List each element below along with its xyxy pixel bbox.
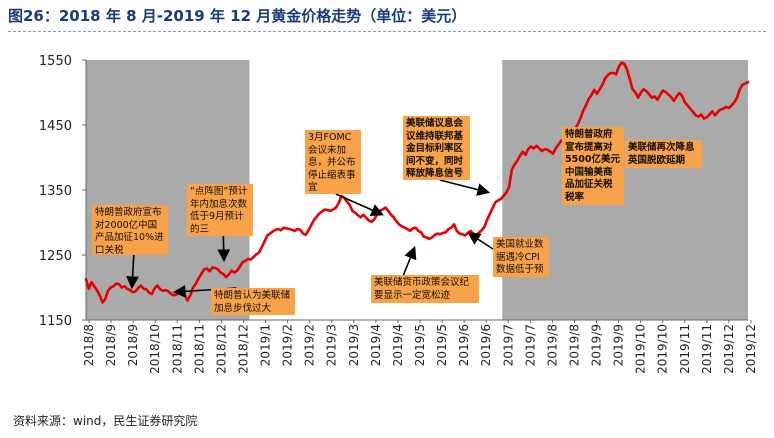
x-tick-label-14: 2019/4 — [391, 324, 405, 366]
x-tick-label-7: 2018/12 — [236, 324, 250, 374]
annotation-arrow-6 — [439, 179, 491, 196]
x-tick-label-13: 2019/4 — [369, 324, 383, 366]
annotation-fomc-minutes: 美联储货币政策会议纪要显示一定宽松迹 — [371, 275, 479, 303]
y-tick-label-1150: 1150 — [39, 314, 72, 329]
chart-title: 图26：2018 年 8 月-2019 年 12 月黄金价格走势（单位：美元） — [8, 7, 467, 25]
title-divider — [8, 31, 766, 32]
annotation-trump-fed: 特朗普认为美联储加息步伐过大 — [211, 288, 295, 315]
x-tick-label-17: 2019/6 — [457, 324, 471, 366]
x-tick-label-6: 2018/12 — [214, 324, 228, 374]
x-tick-label-9: 2019/2 — [281, 324, 295, 366]
source-note: 资料来源：wind，民生证券研究院 — [13, 414, 198, 428]
y-tick-label-1350: 1350 — [39, 184, 72, 199]
x-tick-label-23: 2019/9 — [590, 324, 604, 366]
x-tick-label-0: 2018/8 — [82, 324, 96, 366]
x-tick-label-26: 2019/10 — [656, 324, 670, 374]
annotation-arrow-5 — [402, 246, 417, 276]
y-tick-label-1450: 1450 — [39, 119, 72, 134]
x-tick-label-19: 2019/7 — [501, 324, 515, 366]
x-tick-label-8: 2019/1 — [259, 324, 273, 366]
x-tick-label-28: 2019/11 — [700, 324, 714, 374]
annotation-dot-plot: “点阵图”预计年内加息次数低于9月预计的三 — [187, 184, 253, 236]
x-tick-label-2: 2018/9 — [126, 324, 140, 366]
x-tick-label-1: 2018/9 — [104, 324, 118, 366]
series-line-0 — [84, 61, 750, 304]
x-tick-label-3: 2018/10 — [148, 324, 162, 374]
x-tick-label-25: 2019/10 — [634, 324, 648, 374]
x-tick-label-24: 2019/9 — [612, 324, 626, 366]
x-tick-label-22: 2019/8 — [567, 324, 581, 366]
x-tick-label-5: 2018/11 — [192, 324, 206, 374]
annotation-tariff-2000: 特朗普政府宣布对2000亿中国产品加征10%进口关税 — [92, 205, 168, 255]
x-tick-label-11: 2019/3 — [325, 324, 339, 366]
x-tick-label-18: 2019/6 — [479, 324, 493, 366]
annotation-march-fomc: 3月FOMC会议未加息，并公布停止缩表事宜 — [305, 130, 361, 194]
x-tick-label-12: 2019/3 — [347, 324, 361, 366]
x-tick-label-27: 2019/11 — [678, 324, 692, 374]
x-tick-label-21: 2019/8 — [545, 324, 559, 366]
annotation-tariff-5500: 特朗普政府宣布提高对5500亿美元中国输美商品加征关税税率 — [562, 127, 624, 205]
annotation-arrow-3 — [217, 235, 231, 263]
annotation-fed-cut-brexit: 美联储再次降息英国脱欧延期 — [625, 140, 702, 168]
annotation-arrow-1 — [126, 254, 139, 290]
annotation-jobs-cpi: 美国就业数据遇冷CPI数据低于预期 — [493, 237, 549, 277]
y-tick-label-1550: 1550 — [39, 54, 72, 69]
x-tick-label-16: 2019/5 — [435, 324, 449, 366]
x-tick-label-20: 2019/7 — [523, 324, 537, 366]
x-tick-label-30: 2019/12 — [744, 324, 758, 374]
x-tick-label-4: 2018/11 — [170, 324, 184, 374]
annotation-fed-rate-hold: 美联储议息会议维持联邦基金目标利率区间不变，同时释放降息信号 — [403, 116, 470, 180]
x-tick-label-29: 2019/12 — [722, 324, 736, 374]
annotation-arrow-4 — [335, 193, 384, 216]
x-tick-label-10: 2019/2 — [303, 324, 317, 366]
y-tick-label-1250: 1250 — [39, 249, 72, 264]
x-tick-label-15: 2019/5 — [413, 324, 427, 366]
annotation-arrow-7 — [467, 232, 494, 250]
shaded-period-2 — [502, 60, 748, 320]
